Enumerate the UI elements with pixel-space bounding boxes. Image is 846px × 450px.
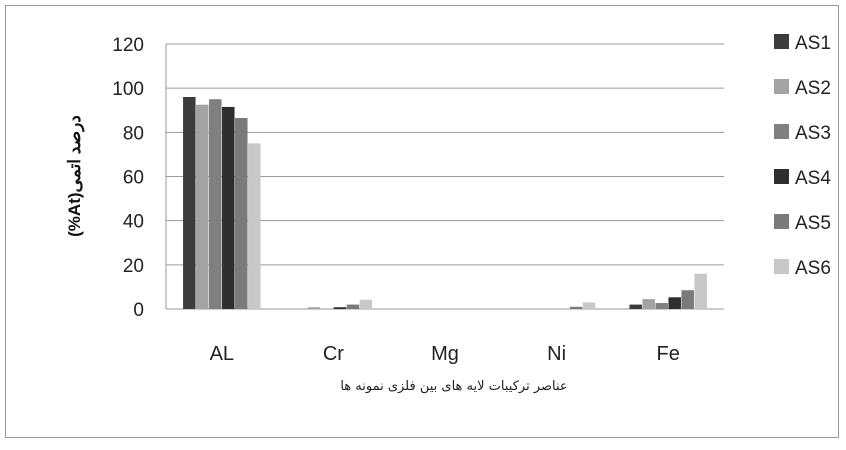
legend-swatch	[774, 169, 789, 184]
bar-as3-fe	[655, 303, 668, 309]
y-tick-label: 60	[123, 168, 144, 189]
y-tick-label: 40	[123, 212, 144, 233]
legend-label: AS1	[795, 33, 831, 54]
legend-swatch	[774, 34, 789, 49]
legend-label: AS3	[795, 123, 831, 144]
bar-as2-al	[196, 104, 209, 310]
bar-as6-cr	[359, 299, 373, 309]
y-tick-label: 120	[112, 35, 144, 56]
x-tick-label: Fe	[657, 343, 680, 365]
legend-swatch	[774, 124, 789, 139]
legend-swatch	[774, 79, 789, 94]
bar-as1-fe	[629, 304, 642, 309]
bar-as6-fe	[694, 273, 707, 309]
chart-frame: 0 20 40 60 80 100 120 AL Cr Mg Ni Fe AS1 AS2 AS3 AS4 A…	[5, 5, 839, 438]
legend-label: AS6	[795, 258, 831, 279]
x-tick-label: Cr	[323, 343, 344, 365]
legend-label: AS4	[795, 168, 831, 189]
bars	[183, 97, 707, 310]
bar-as4-cr	[333, 307, 347, 309]
x-tick-label: Mg	[431, 343, 459, 365]
x-tick-label: Ni	[547, 343, 566, 365]
bar-as5-ni	[569, 306, 583, 309]
bar-as5-fe	[681, 290, 694, 309]
y-tick-label: 80	[123, 123, 144, 144]
bar-as6-al	[248, 143, 261, 309]
y-tick-label: 100	[112, 79, 144, 100]
legend-label: AS2	[795, 78, 831, 99]
bar-as3-al	[209, 99, 222, 309]
bar-as5-cr	[346, 304, 360, 309]
bar-as6-ni	[582, 302, 596, 309]
legend-swatch	[774, 214, 789, 229]
bar-as1-al	[183, 97, 196, 309]
x-axis-categories: AL Cr Mg Ni Fe	[210, 343, 680, 365]
legend-swatch	[774, 259, 789, 274]
y-tick-label: 20	[123, 256, 144, 277]
bar-as5-al	[235, 117, 248, 310]
legend-label: AS5	[795, 213, 831, 234]
bar-as4-fe	[668, 297, 681, 309]
x-tick-label: AL	[210, 343, 234, 365]
x-axis-label: عناصر ترکیبات لایه های بین فلزی نمونه ها	[340, 379, 567, 394]
y-tick-label: 0	[133, 300, 144, 321]
bar-as4-al	[222, 106, 235, 309]
y-axis-ticks: 0 20 40 60 80 100 120	[112, 35, 144, 321]
y-axis-label: (%At)درصد اتمی	[65, 115, 85, 237]
bar-as2-cr	[307, 307, 321, 309]
bar-as2-fe	[642, 299, 655, 309]
legend: AS1 AS2 AS3 AS4 AS5 AS6	[774, 33, 831, 279]
